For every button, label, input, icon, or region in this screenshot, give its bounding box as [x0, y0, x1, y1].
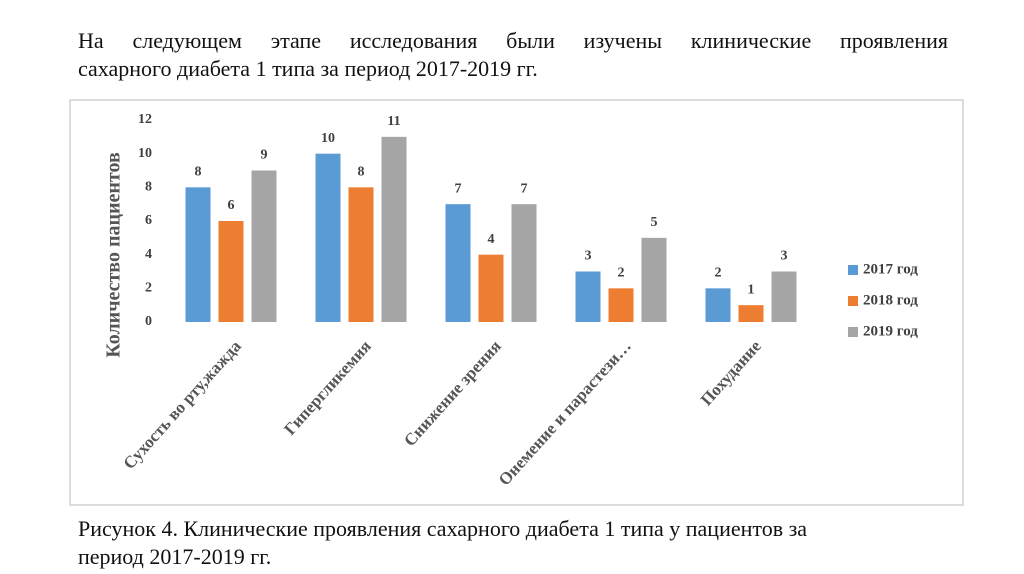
y-tick-label: 12: [138, 112, 152, 127]
value-label: 4: [488, 232, 495, 247]
value-label: 11: [387, 114, 400, 129]
y-tick-label: 0: [145, 314, 152, 329]
bar: [185, 187, 211, 322]
bar: [705, 288, 731, 322]
bar: [738, 305, 764, 322]
legend-label: 2018 год: [863, 292, 918, 308]
legend-label: 2017 год: [863, 261, 918, 277]
value-label: 1: [748, 282, 755, 297]
value-label: 9: [261, 148, 268, 163]
caption-line: период 2017-2019 гг.: [78, 544, 272, 569]
y-tick-label: 10: [138, 146, 152, 161]
intro-line: На следующем этапе исследования были изу…: [78, 28, 948, 53]
y-tick-label: 8: [145, 180, 152, 195]
value-label: 8: [195, 165, 202, 180]
intro-line: сахарного диабета 1 типа за период 2017-…: [78, 56, 538, 81]
bar: [478, 254, 504, 322]
bar: [251, 170, 277, 322]
bar: [381, 136, 407, 322]
legend-swatch: [848, 265, 858, 275]
value-label: 2: [715, 266, 722, 281]
value-label: 2: [618, 266, 625, 281]
value-label: 5: [651, 215, 658, 230]
bar: [608, 288, 634, 322]
value-label: 7: [455, 181, 462, 196]
y-tick-label: 2: [145, 281, 152, 296]
bar: [641, 237, 667, 322]
bar: [348, 187, 374, 322]
bar: [575, 271, 601, 322]
bar: [315, 153, 341, 322]
bar: [511, 204, 537, 322]
value-label: 8: [358, 165, 365, 180]
value-label: 10: [321, 131, 335, 146]
value-label: 3: [585, 249, 592, 264]
bar: [445, 204, 471, 322]
y-tick-label: 6: [145, 213, 152, 228]
value-label: 3: [781, 249, 788, 264]
legend-swatch: [848, 327, 858, 337]
caption-line: Рисунок 4. Клинические проявления сахарн…: [78, 516, 808, 541]
bar: [771, 271, 797, 322]
y-tick-label: 4: [145, 247, 152, 262]
bar: [218, 221, 244, 322]
legend-label: 2019 год: [863, 323, 918, 339]
y-axis-title: Количество пациентов: [103, 152, 125, 358]
legend-swatch: [848, 296, 858, 306]
value-label: 7: [521, 181, 528, 196]
value-label: 6: [228, 198, 235, 213]
